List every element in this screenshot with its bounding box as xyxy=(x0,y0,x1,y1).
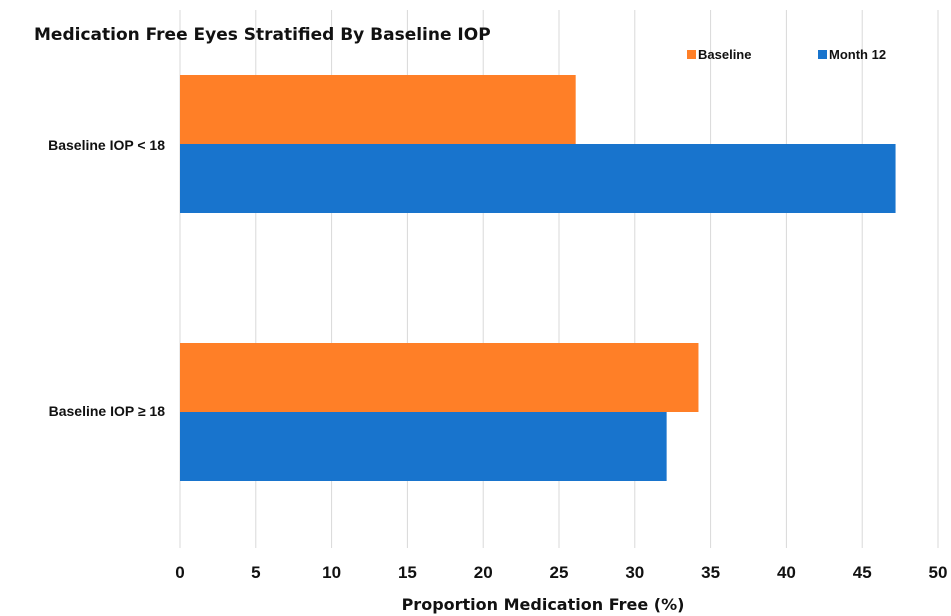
x-tick-label: 40 xyxy=(777,563,796,582)
x-tick-label: 5 xyxy=(251,563,260,582)
x-tick-label: 0 xyxy=(175,563,184,582)
bar-month-12-2 xyxy=(180,412,667,481)
x-tick-label: 20 xyxy=(474,563,493,582)
chart-title: Medication Free Eyes Stratified By Basel… xyxy=(34,25,491,45)
legend-swatch xyxy=(687,50,696,59)
x-tick-label: 45 xyxy=(853,563,872,582)
bars xyxy=(180,75,896,481)
x-tick-label: 50 xyxy=(929,563,948,582)
x-tick-labels: 0 5 10 15 20 25 30 35 40 45 50 xyxy=(175,563,947,582)
x-tick-label: 25 xyxy=(550,563,569,582)
x-tick-label: 15 xyxy=(398,563,417,582)
bar-baseline-1 xyxy=(180,75,576,144)
category-labels: Baseline IOP < 18 Baseline IOP ≥ 18 xyxy=(48,137,165,419)
x-tick-label: 10 xyxy=(322,563,341,582)
category-label: Baseline IOP < 18 xyxy=(48,137,165,153)
legend-swatch xyxy=(818,50,827,59)
bar-baseline-2 xyxy=(180,343,699,412)
category-label: Baseline IOP ≥ 18 xyxy=(49,403,166,419)
x-tick-label: 30 xyxy=(625,563,644,582)
x-axis-title: Proportion Medication Free (%) xyxy=(402,595,685,614)
x-tick-label: 35 xyxy=(701,563,720,582)
legend: Baseline Month 12 xyxy=(687,47,886,62)
bar-month-12-1 xyxy=(180,144,896,213)
legend-label: Month 12 xyxy=(829,47,886,62)
legend-label: Baseline xyxy=(698,47,751,62)
